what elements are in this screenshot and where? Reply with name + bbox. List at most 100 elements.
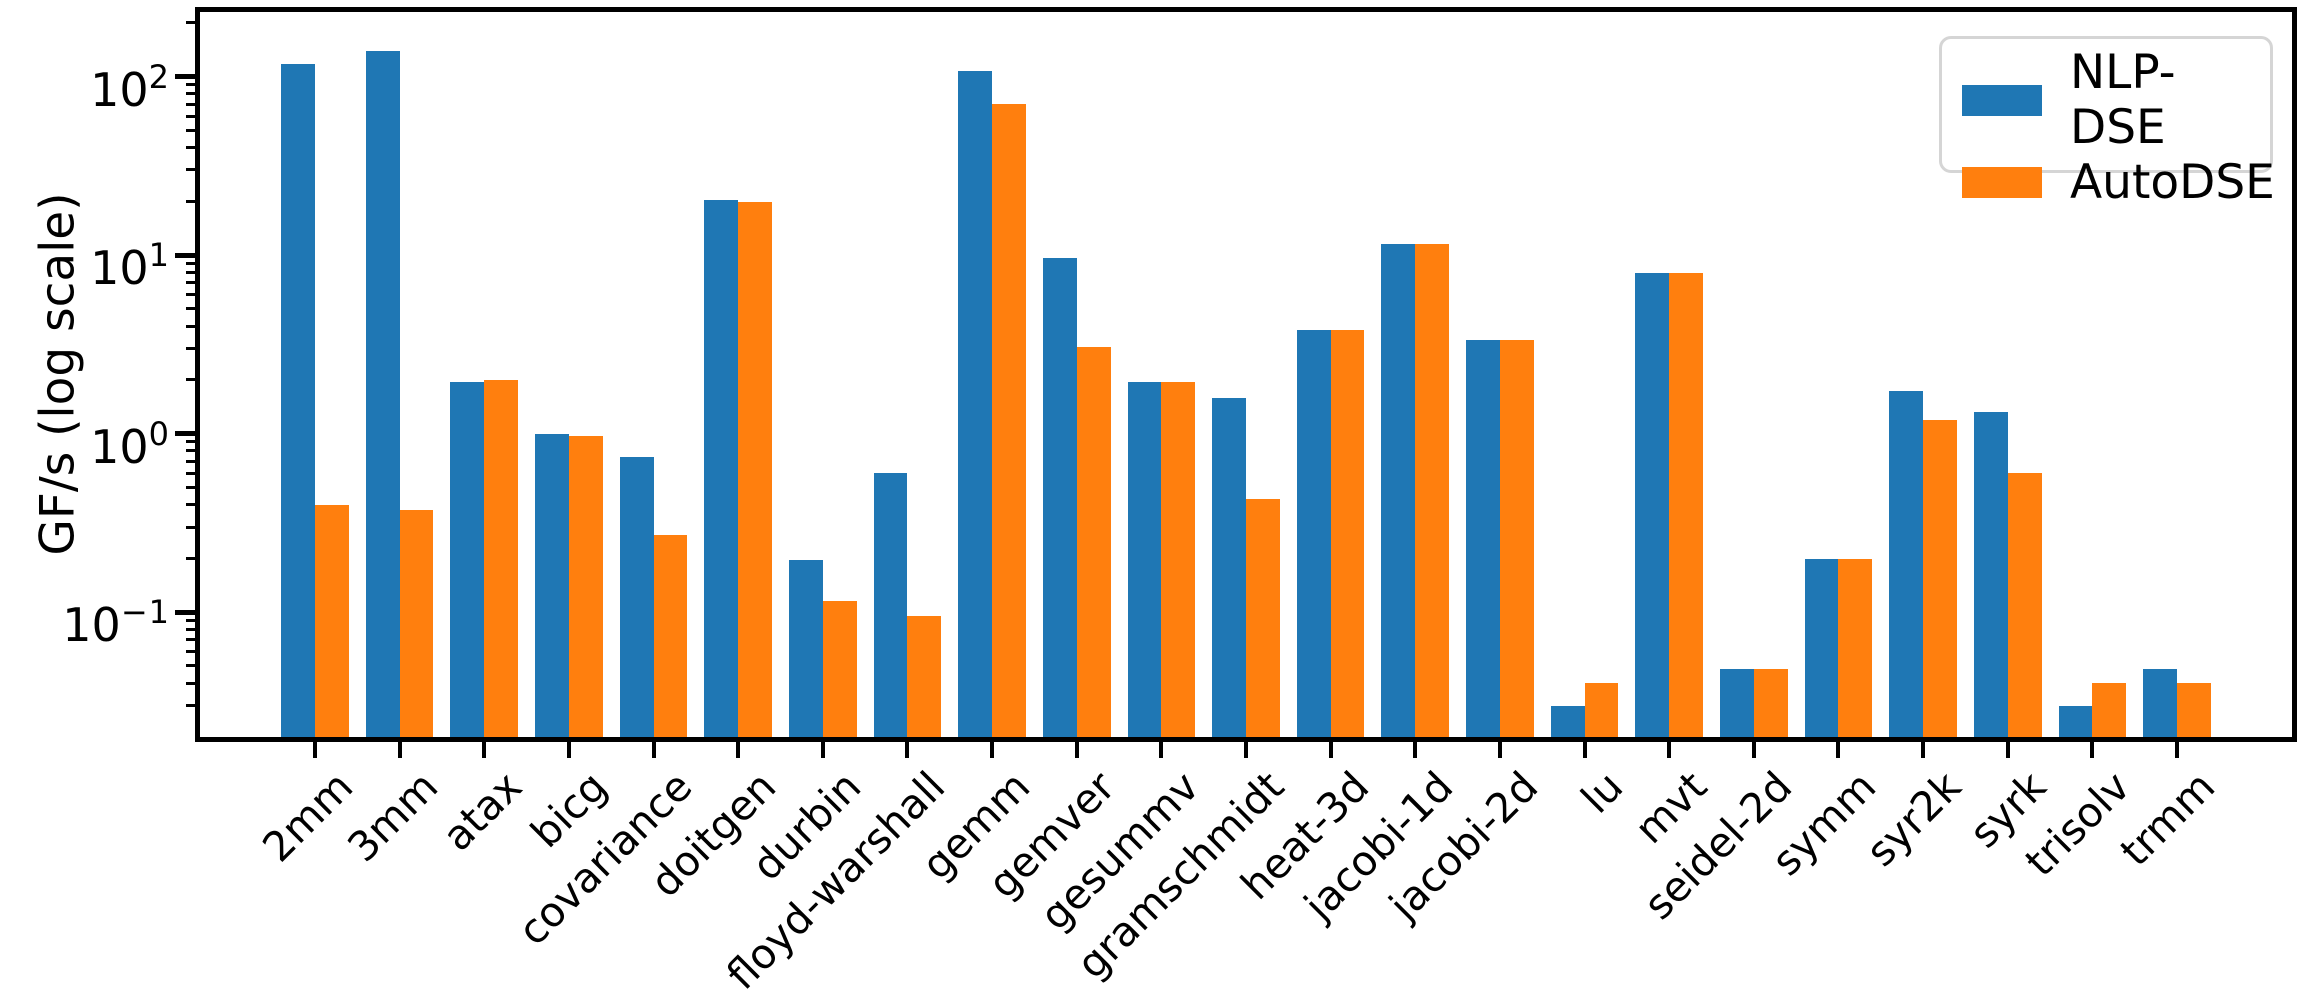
bar-nlp-dse-trmm: [2143, 669, 2177, 737]
bar-autodse-gesummv: [1161, 381, 1196, 737]
x-tick-3mm: [397, 742, 402, 758]
y-minor-tick-0.50: [186, 485, 200, 489]
bar-autodse-trisolv: [2092, 683, 2127, 737]
x-tick-floyd-warshall: [905, 742, 910, 758]
y-minor-tick-8.0: [186, 270, 200, 274]
y-tick-exponent: −1: [120, 593, 170, 632]
y-minor-tick-0.050: [186, 664, 200, 668]
y-minor-tick-50: [186, 128, 200, 132]
bar-nlp-dse-symm: [1804, 558, 1839, 737]
bar-autodse-gemver: [1076, 347, 1111, 737]
bar-nlp-dse-2mm: [281, 63, 315, 737]
x-tick-durbin: [820, 742, 825, 758]
bar-nlp-dse-floyd-warshall: [873, 473, 908, 737]
bar-nlp-dse-durbin: [789, 560, 823, 737]
y-tick-base: 10: [90, 419, 149, 474]
bar-autodse-floyd-warshall: [907, 616, 942, 737]
legend-item-autodse: AutoDSE: [1962, 155, 2275, 210]
y-major-tick-1: [175, 431, 200, 437]
y-minor-tick-4.0: [186, 324, 200, 328]
y-major-tick-100: [175, 74, 200, 80]
bar-autodse-gramschmidt: [1246, 499, 1280, 737]
y-minor-tick-0.070: [186, 638, 200, 642]
bar-autodse-gemm: [992, 104, 1026, 737]
bar-nlp-dse-heat-3d: [1296, 330, 1331, 737]
bar-nlp-dse-mvt: [1635, 273, 1670, 737]
y-minor-tick-7.0: [186, 281, 200, 285]
bar-autodse-trmm: [2177, 683, 2211, 737]
y-minor-tick-70: [186, 102, 200, 106]
bar-nlp-dse-gesummv: [1127, 381, 1162, 737]
x-tick-lu: [1582, 742, 1587, 758]
y-minor-tick-60: [186, 114, 200, 118]
x-tick-atax: [482, 742, 487, 758]
x-tick-seidel-2d: [1751, 742, 1756, 758]
y-minor-tick-9.0: [186, 261, 200, 265]
x-tick-label-trmm: trmm: [2111, 762, 2225, 876]
x-tick-jacobi-1d: [1413, 742, 1418, 758]
x-tick-bicg: [566, 742, 571, 758]
y-minor-tick-0.060: [186, 650, 200, 654]
y-major-tick-0.1: [175, 609, 200, 615]
y-minor-tick-3.0: [186, 346, 200, 350]
bar-nlp-dse-seidel-2d: [1720, 669, 1754, 737]
bar-autodse-durbin: [822, 601, 857, 737]
x-tick-label-2mm: 2mm: [253, 762, 363, 872]
plot-inner: [200, 12, 2292, 737]
y-major-tick-10: [175, 252, 200, 258]
bar-autodse-2mm: [315, 504, 349, 737]
x-tick-syr2k: [1921, 742, 1926, 758]
y-tick-label-100: 102: [15, 45, 170, 117]
bar-nlp-dse-lu: [1550, 705, 1585, 737]
x-tick-gramschmidt: [1244, 742, 1248, 758]
bar-nlp-dse-doitgen: [704, 199, 739, 737]
bar-autodse-doitgen: [738, 202, 772, 737]
bar-nlp-dse-bicg: [535, 433, 569, 737]
x-tick-label-3mm: 3mm: [337, 762, 447, 872]
y-minor-tick-2.0e+2: [186, 21, 200, 25]
y-minor-tick-0.30: [186, 525, 200, 529]
x-tick-2mm: [313, 742, 317, 758]
bar-nlp-dse-trisolv: [2058, 705, 2093, 737]
x-tick-label-atax: atax: [433, 762, 532, 861]
x-tick-trmm: [2175, 742, 2179, 758]
y-tick-label-10: 101: [15, 223, 170, 295]
y-minor-tick-5.0: [186, 307, 200, 311]
y-tick-label-0.1: 10−1: [15, 580, 170, 652]
x-tick-symm: [1836, 742, 1841, 758]
bar-autodse-seidel-2d: [1753, 669, 1788, 737]
bar-nlp-dse-syr2k: [1889, 391, 1924, 737]
bar-nlp-dse-covariance: [619, 457, 654, 737]
x-tick-gemm: [990, 742, 995, 758]
y-tick-exponent: 1: [148, 236, 170, 275]
bar-autodse-jacobi-2d: [1499, 339, 1534, 737]
nlp-dse-label: NLP-DSE: [2070, 45, 2176, 155]
y-minor-tick-0.040: [186, 681, 200, 685]
bar-autodse-heat-3d: [1330, 330, 1365, 737]
y-minor-tick-2.0: [186, 378, 200, 382]
bar-nlp-dse-gemm: [958, 70, 993, 737]
nlp-dse-swatch: [1962, 84, 2042, 116]
y-minor-tick-0.20: [186, 556, 200, 560]
legend: NLP-DSE AutoDSE: [1939, 36, 2275, 210]
y-minor-tick-0.40: [186, 503, 200, 507]
y-minor-tick-20: [186, 199, 200, 203]
bar-autodse-syr2k: [1923, 420, 1957, 737]
y-tick-label-1: 100: [15, 402, 170, 474]
bar-nlp-dse-gramschmidt: [1212, 398, 1246, 737]
y-tick-exponent: 0: [148, 414, 170, 453]
x-tick-gesummv: [1159, 742, 1164, 758]
y-minor-tick-30: [186, 168, 200, 172]
y-minor-tick-0.80: [186, 449, 200, 453]
y-tick-base: 10: [90, 62, 149, 117]
y-tick-base: 10: [90, 241, 149, 296]
bar-nlp-dse-atax: [450, 381, 485, 737]
bar-nlp-dse-3mm: [365, 50, 400, 737]
bar-autodse-mvt: [1669, 273, 1703, 737]
bar-autodse-3mm: [399, 509, 434, 737]
y-minor-tick-0.080: [186, 628, 200, 631]
autodse-label: AutoDSE: [2070, 155, 2275, 210]
y-minor-tick-80: [186, 92, 200, 96]
legend-item-nlp-dse: NLP-DSE: [1962, 45, 2260, 155]
